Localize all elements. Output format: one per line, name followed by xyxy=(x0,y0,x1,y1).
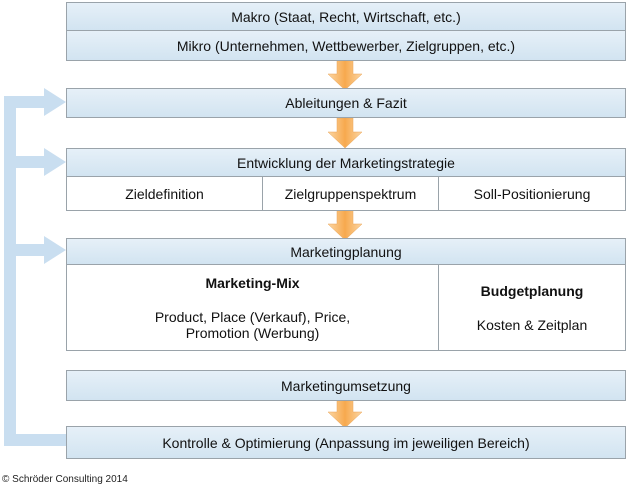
feedback-arrow xyxy=(4,88,66,446)
umsetzung: Marketingumsetzung xyxy=(66,370,626,401)
budgetplanung: Budgetplanung Kosten & Zeitplan xyxy=(438,264,626,351)
budget-text: Kosten & Zeitplan xyxy=(476,316,588,333)
mix-title: Marketing-Mix xyxy=(205,274,300,291)
strategie-cell: Soll-Positionierung xyxy=(438,176,626,211)
strategie-cell: Zieldefinition xyxy=(66,176,263,211)
ableitungen: Ableitungen & Fazit xyxy=(66,88,626,118)
mikro: Mikro (Unternehmen, Wettbewerber, Zielgr… xyxy=(66,30,626,61)
mix-text: Product, Place (Verkauf), Price, Promoti… xyxy=(154,308,351,341)
marketing-mix: Marketing-Mix Product, Place (Verkauf), … xyxy=(66,264,439,351)
makro: Makro (Staat, Recht, Wirtschaft, etc.) xyxy=(66,2,626,31)
flow-arrows xyxy=(327,59,363,429)
strategie-cell: Zielgruppenspektrum xyxy=(262,176,439,211)
planung-title: Marketingplanung xyxy=(66,238,626,265)
kontrolle: Kontrolle & Optimierung (Anpassung im je… xyxy=(66,426,626,459)
footer: © Schröder Consulting 2014 xyxy=(2,474,128,485)
strategie-title: Entwicklung der Marketingstrategie xyxy=(66,148,626,177)
budget-title: Budgetplanung xyxy=(480,282,584,299)
